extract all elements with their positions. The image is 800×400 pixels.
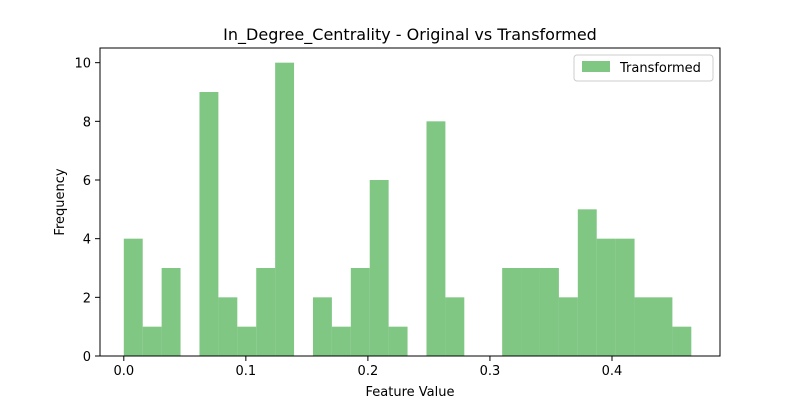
- histogram-bar: [615, 238, 635, 356]
- histogram-bar: [539, 268, 559, 356]
- legend: Transformed: [573, 54, 714, 82]
- y-tick-label: 4: [83, 233, 91, 248]
- histogram-bar: [558, 297, 578, 356]
- y-tick-label: 10: [74, 57, 91, 72]
- histogram-bar: [596, 238, 616, 356]
- y-axis-label: Frequency: [53, 168, 68, 235]
- x-axis-label: Feature Value: [366, 385, 455, 400]
- histogram-bar: [312, 297, 332, 356]
- plot-frame: [99, 47, 721, 357]
- bars-group: [123, 62, 692, 357]
- x-axis-ticks: 0.0 0.1 0.2 0.3 0.4: [113, 356, 622, 379]
- histogram-bar: [445, 297, 465, 356]
- x-tick-label: 0.2: [358, 364, 379, 379]
- histogram-bar: [275, 62, 295, 357]
- y-tick-label: 8: [83, 115, 91, 130]
- x-tick-label: 0.4: [602, 364, 623, 379]
- histogram-bar: [218, 297, 238, 356]
- histogram-bar: [634, 297, 654, 356]
- histogram-bar: [672, 326, 692, 356]
- legend-swatch: [582, 61, 610, 72]
- histogram-bar: [331, 326, 351, 356]
- x-tick-label: 0.3: [480, 364, 501, 379]
- y-tick-label: 6: [83, 174, 91, 189]
- legend-label: Transformed: [619, 61, 701, 76]
- y-tick-label: 2: [83, 291, 91, 306]
- histogram-bar: [388, 326, 408, 356]
- y-tick-label: 0: [83, 350, 91, 365]
- histogram-bar: [426, 121, 446, 356]
- histogram-bar: [502, 268, 522, 356]
- histogram-bar: [577, 209, 597, 356]
- histogram-bar: [123, 238, 143, 356]
- histogram-bar: [653, 297, 673, 356]
- x-tick-label: 0.1: [236, 364, 257, 379]
- histogram-bar: [161, 268, 181, 356]
- histogram-bar: [199, 92, 219, 356]
- histogram-bar: [256, 268, 276, 356]
- y-axis-ticks: 0 2 4 6 8 10: [74, 57, 100, 365]
- histogram-bar: [350, 268, 370, 356]
- histogram-bar: [521, 268, 540, 356]
- histogram-bar: [369, 180, 389, 356]
- histogram-bar: [142, 326, 162, 356]
- chart-title: In_Degree_Centrality - Original vs Trans…: [223, 25, 597, 45]
- x-tick-label: 0.0: [113, 364, 134, 379]
- histogram-bar: [237, 326, 257, 356]
